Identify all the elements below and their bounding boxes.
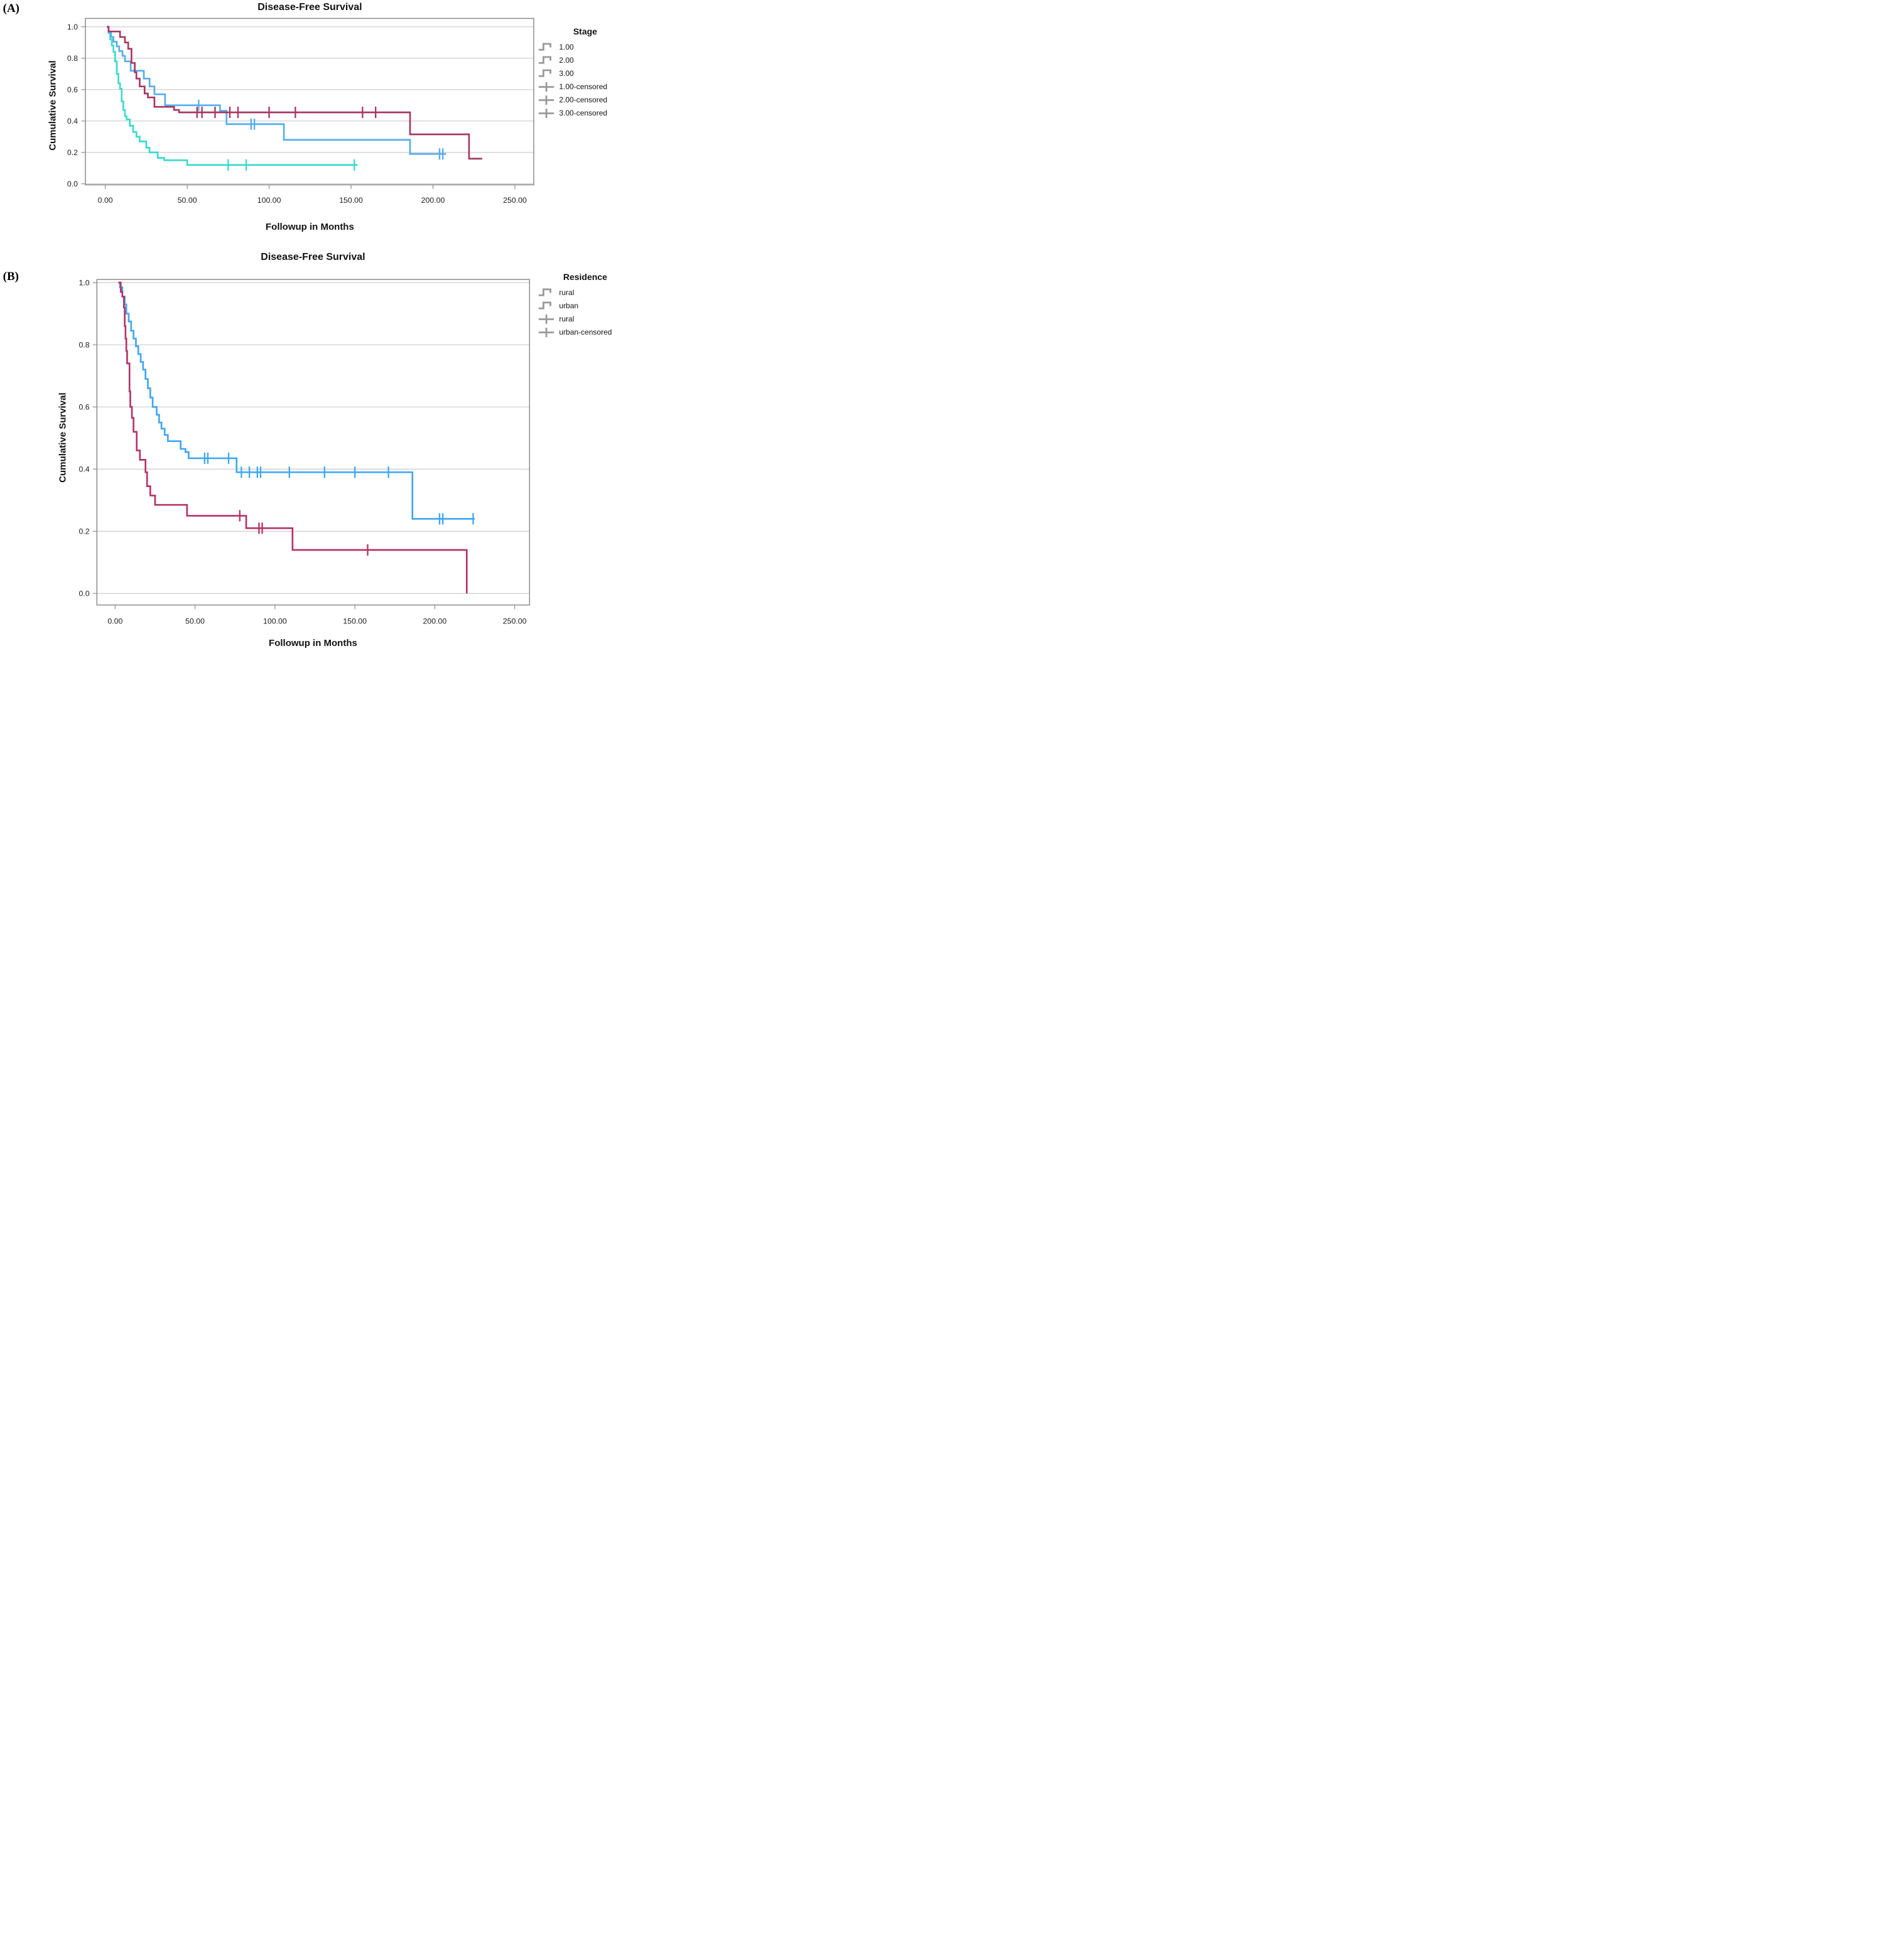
legend-item: 2.00 (538, 54, 632, 67)
legend-censored-swatch-icon (539, 108, 554, 118)
svg-text:0.2: 0.2 (67, 148, 78, 157)
panel-a-title: Disease-Free Survival (257, 1, 362, 13)
legend-title: Stage (573, 26, 597, 36)
legend-item: 2.00-censored (538, 94, 632, 107)
svg-text:200.00: 200.00 (421, 196, 445, 205)
svg-text:0.4: 0.4 (79, 465, 90, 474)
legend-item-label: rural (559, 288, 575, 298)
legend-censored-swatch-icon (539, 314, 554, 324)
legend-censored-swatch-icon (539, 82, 554, 92)
svg-text:0.8: 0.8 (67, 54, 78, 63)
panel-b-title: Disease-Free Survival (261, 251, 365, 262)
panel-a-letter: (A) (3, 2, 20, 16)
panel-a-x-axis-label: Followup in Months (266, 221, 354, 232)
legend-item-label: 1.00-censored (559, 82, 608, 92)
legend-item: 3.00 (538, 67, 632, 80)
svg-text:0.00: 0.00 (107, 617, 122, 626)
panel-a-legend: Stage 1.00 2.00 3.00 1.00-censored 2.00-… (538, 26, 632, 120)
legend-item: rural (538, 286, 632, 299)
panel-b-x-axis-label: Followup in Months (269, 638, 357, 649)
svg-text:150.00: 150.00 (343, 617, 367, 626)
legend-item-label: 2.00 (559, 56, 574, 65)
legend-censored-swatch-icon (539, 95, 554, 105)
svg-text:0.4: 0.4 (67, 117, 78, 126)
panel-b-legend: Residence rural urban rural urban-censor… (538, 272, 632, 339)
svg-text:100.00: 100.00 (263, 617, 287, 626)
svg-text:150.00: 150.00 (339, 196, 363, 205)
legend-item: 1.00-censored (538, 80, 632, 94)
svg-text:1.0: 1.0 (79, 278, 90, 287)
legend-item-label: 2.00-censored (559, 95, 608, 105)
legend-item-label: urban (559, 301, 579, 311)
legend-item-label: urban-censored (559, 328, 612, 337)
svg-text:0.0: 0.0 (67, 180, 78, 188)
svg-text:200.00: 200.00 (423, 617, 447, 626)
kaplan-meier-charts-svg: 0.0 0.2 0.4 0.6 0.8 1.0 0.00 50.00 100.00 150.00 2… (67, 18, 534, 626)
legend-item: urban-censored (538, 326, 632, 339)
survival-figure-page: 0.0 0.2 0.4 0.6 0.8 1.0 0.00 50.00 100.00 150.00 2… (0, 0, 632, 654)
legend-item-label: 1.00 (559, 43, 574, 52)
legend-censored-swatch-icon (539, 327, 554, 337)
legend-item-label: rural (559, 315, 575, 324)
legend-line-swatch-icon (539, 288, 552, 296)
svg-text:0.00: 0.00 (98, 196, 113, 205)
legend-item-label: 3.00-censored (559, 109, 608, 118)
legend-line-swatch-icon (539, 301, 552, 310)
svg-text:0.8: 0.8 (79, 341, 90, 350)
svg-text:1.0: 1.0 (67, 23, 78, 31)
legend-item: urban (538, 299, 632, 313)
legend-title: Residence (563, 271, 607, 282)
legend-item-label: 3.00 (559, 69, 574, 78)
svg-text:50.00: 50.00 (178, 196, 197, 205)
svg-text:0.0: 0.0 (79, 590, 90, 598)
panel-b-y-axis-label: Cumulative Survival (57, 392, 68, 483)
svg-text:0.2: 0.2 (79, 527, 90, 536)
svg-text:100.00: 100.00 (257, 196, 281, 205)
svg-text:0.6: 0.6 (67, 85, 78, 94)
svg-text:0.6: 0.6 (79, 403, 90, 412)
legend-item: 1.00 (538, 41, 632, 54)
legend-line-swatch-icon (539, 56, 552, 64)
legend-line-swatch-icon (539, 43, 552, 51)
svg-text:50.00: 50.00 (185, 617, 205, 626)
svg-text:250.00: 250.00 (503, 617, 527, 626)
panel-b-letter: (B) (3, 270, 19, 284)
panel-a-y-axis-label: Cumulative Survival (47, 60, 58, 151)
legend-item: 3.00-censored (538, 107, 632, 120)
svg-text:250.00: 250.00 (503, 196, 527, 205)
legend-line-swatch-icon (539, 69, 552, 77)
legend-item: rural (538, 313, 632, 326)
